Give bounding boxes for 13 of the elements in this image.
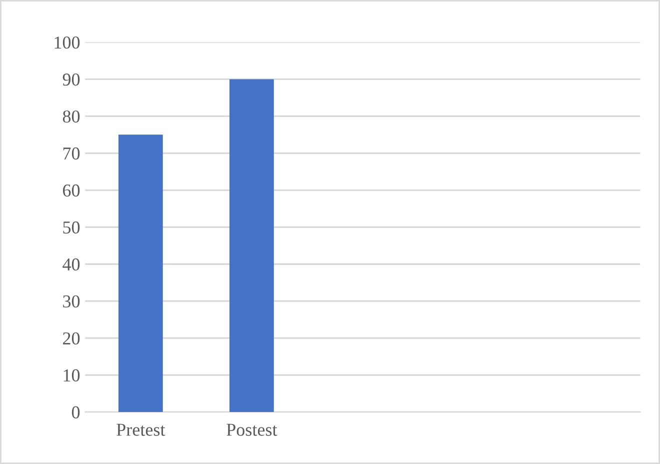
y-tick-label: 30: [63, 295, 80, 308]
y-tick-label: 20: [63, 332, 80, 345]
x-tick-label: Pretest: [116, 424, 166, 436]
y-tick-label: 60: [63, 184, 80, 197]
x-tick-label: Postest: [226, 424, 278, 436]
y-tick-label: 80: [62, 110, 80, 123]
y-tick-label: 100: [54, 36, 80, 49]
y-tick-label: 90: [62, 73, 80, 86]
y-tick-label: 40: [62, 258, 80, 271]
y-tick-label: 10: [64, 369, 80, 382]
y-tick-label: 50: [63, 221, 80, 234]
y-tick-label: 70: [63, 147, 80, 160]
y-tick-label: 0: [72, 406, 80, 418]
